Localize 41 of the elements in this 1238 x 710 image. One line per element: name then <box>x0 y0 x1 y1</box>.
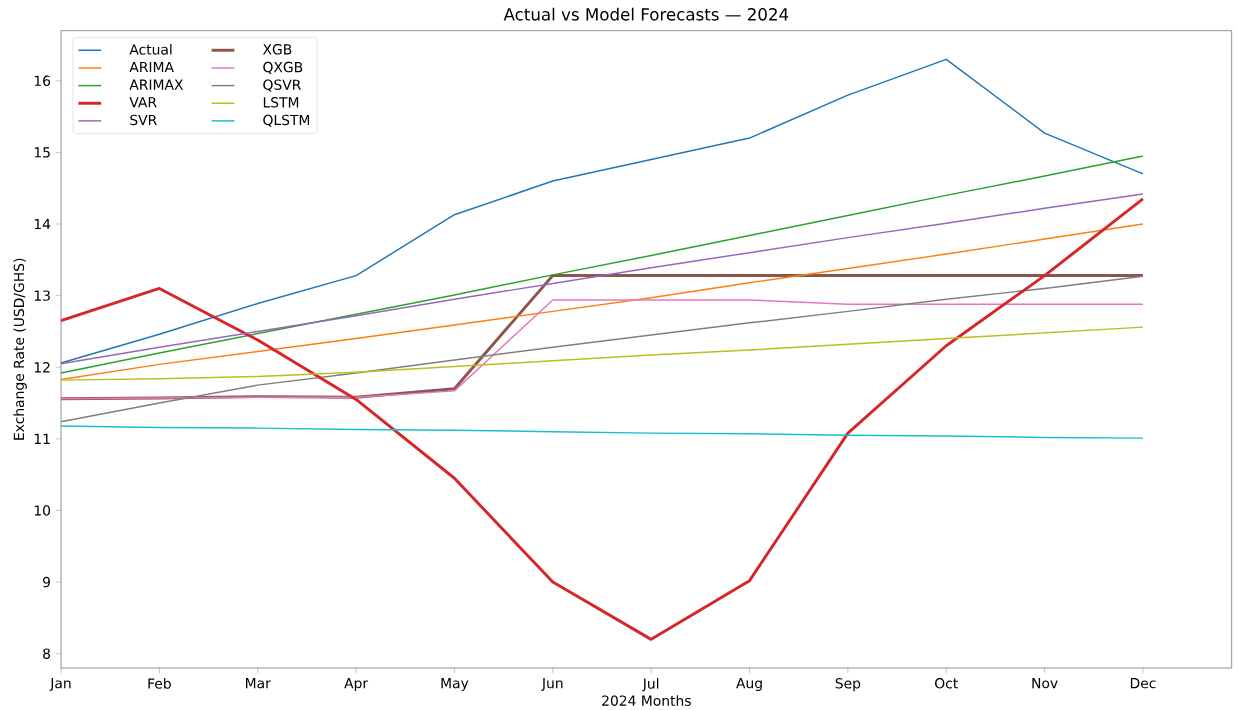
y-tick-label: 8 <box>43 648 50 659</box>
x-tick-label: Jun <box>541 678 563 691</box>
line-series <box>61 223 1144 381</box>
x-tick-label: Oct <box>935 678 958 689</box>
legend-label: ARIMAX <box>129 79 184 90</box>
y-tick-label: 10 <box>34 505 51 516</box>
x-tick-label: Aug <box>736 678 762 692</box>
x-tick-label: Sep <box>835 678 861 692</box>
line-series <box>61 193 1144 365</box>
y-tick-label: 16 <box>34 75 51 87</box>
line-series <box>61 197 1145 641</box>
y-tick-label: 15 <box>34 147 50 158</box>
x-tick-label: May <box>441 678 469 692</box>
y-tick-label: 14 <box>34 218 51 230</box>
legend-label: Actual <box>129 43 172 55</box>
x-tick-label: Jul <box>642 678 659 692</box>
legend-label: LSTM <box>263 97 299 108</box>
y-tick-label: 11 <box>34 433 50 444</box>
x-tick-label: Mar <box>246 678 271 689</box>
x-tick-label: Nov <box>1032 678 1058 689</box>
legend-label: QLSTM <box>263 114 310 127</box>
legend-label: QSVR <box>263 79 301 92</box>
line-series <box>61 425 1144 439</box>
legend-label: XGB <box>262 44 292 55</box>
line-series <box>61 155 1144 374</box>
x-tick-label: Jan <box>49 678 71 691</box>
y-axis-title: Exchange Rate (USD/GHS) <box>13 258 27 440</box>
line-series <box>61 275 1144 423</box>
y-tick-label: 12 <box>34 362 50 373</box>
line-series <box>61 58 1144 364</box>
legend-label: ARIMA <box>129 61 174 73</box>
y-tick-label: 9 <box>43 576 50 588</box>
legend-label: QXGB <box>263 61 303 74</box>
legend-label: VAR <box>129 97 157 108</box>
chart-title: Actual vs Model Forecasts — 2024 <box>503 7 789 21</box>
x-tick-label: Dec <box>1130 678 1156 689</box>
y-tick-label: 13 <box>34 290 50 301</box>
legend-label: SVR <box>130 114 157 126</box>
x-tick-label: Feb <box>148 678 171 689</box>
x-tick-label: Apr <box>344 678 369 692</box>
x-axis-title: 2024 Months <box>602 695 691 706</box>
